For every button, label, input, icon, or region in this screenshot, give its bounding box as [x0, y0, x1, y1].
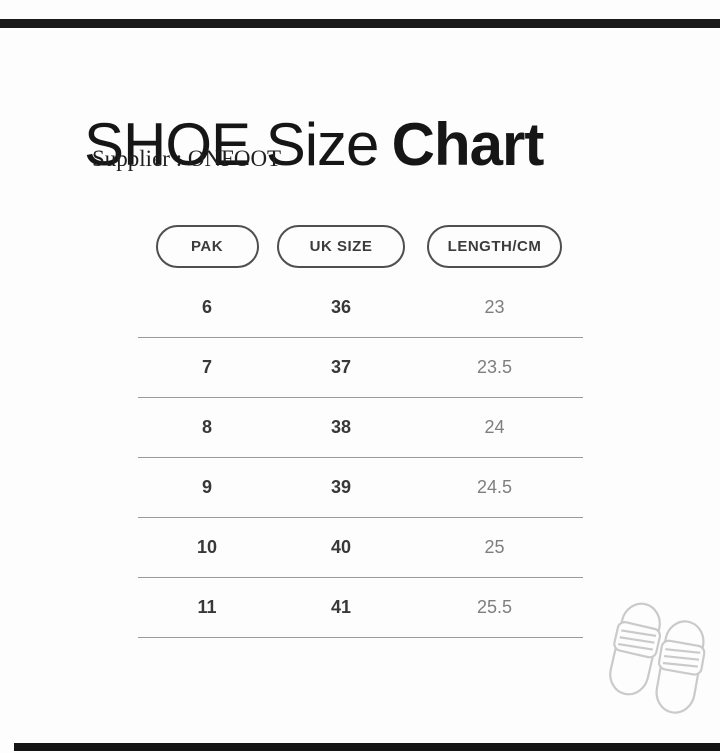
length-value: 23.5 — [476, 357, 513, 377]
length-value: 25 — [484, 537, 505, 557]
supplier-label: Supplier : ONFOOT — [92, 146, 282, 171]
header-col-length-cm: LENGTH/CM — [406, 225, 583, 268]
pak-value: 6 — [201, 297, 212, 317]
pak-value: 10 — [196, 537, 218, 557]
size-table-header-row: PAK UK SIZE LENGTH/CM — [138, 225, 583, 268]
pak-value: 8 — [201, 417, 212, 437]
length-value: 23 — [484, 297, 505, 317]
size-table-body: 6 36 23 7 37 23.5 8 38 24 9 39 24.5 10 4 — [138, 278, 583, 638]
uk-value: 38 — [330, 417, 352, 437]
page-title: SHOE Size Chart — [84, 111, 545, 179]
table-row: 8 38 24 — [138, 398, 583, 458]
page-title-bold: Chart — [391, 111, 545, 179]
page-title-regular: SHOE Size — [84, 111, 379, 179]
pak-value: 9 — [201, 477, 212, 497]
bottom-divider-bar — [14, 743, 720, 751]
pak-value: 11 — [197, 597, 217, 617]
table-row: 6 36 23 — [138, 278, 583, 338]
slippers-icon — [590, 599, 720, 731]
table-row: 11 41 25.5 — [138, 578, 583, 638]
pak-value: 7 — [201, 357, 212, 377]
table-row: 10 40 25 — [138, 518, 583, 578]
length-value: 25.5 — [476, 597, 513, 617]
length-value: 24.5 — [476, 477, 513, 497]
header-col-pak: PAK — [138, 225, 276, 268]
uk-value: 37 — [330, 357, 352, 377]
length-value: 24 — [484, 417, 505, 437]
uk-value: 40 — [330, 537, 352, 557]
table-row: 7 37 23.5 — [138, 338, 583, 398]
length-cm-header-pill: LENGTH/CM — [427, 225, 562, 268]
uk-size-header-pill: UK SIZE — [277, 225, 405, 268]
size-table: PAK UK SIZE LENGTH/CM 6 36 23 7 37 23.5 … — [138, 225, 583, 638]
uk-value: 41 — [330, 597, 352, 617]
top-divider-bar — [0, 19, 720, 28]
header-col-uk-size: UK SIZE — [276, 225, 406, 268]
pak-header-pill: PAK — [155, 225, 259, 268]
uk-value: 39 — [330, 477, 352, 497]
table-row: 9 39 24.5 — [138, 458, 583, 518]
uk-value: 36 — [330, 297, 352, 317]
